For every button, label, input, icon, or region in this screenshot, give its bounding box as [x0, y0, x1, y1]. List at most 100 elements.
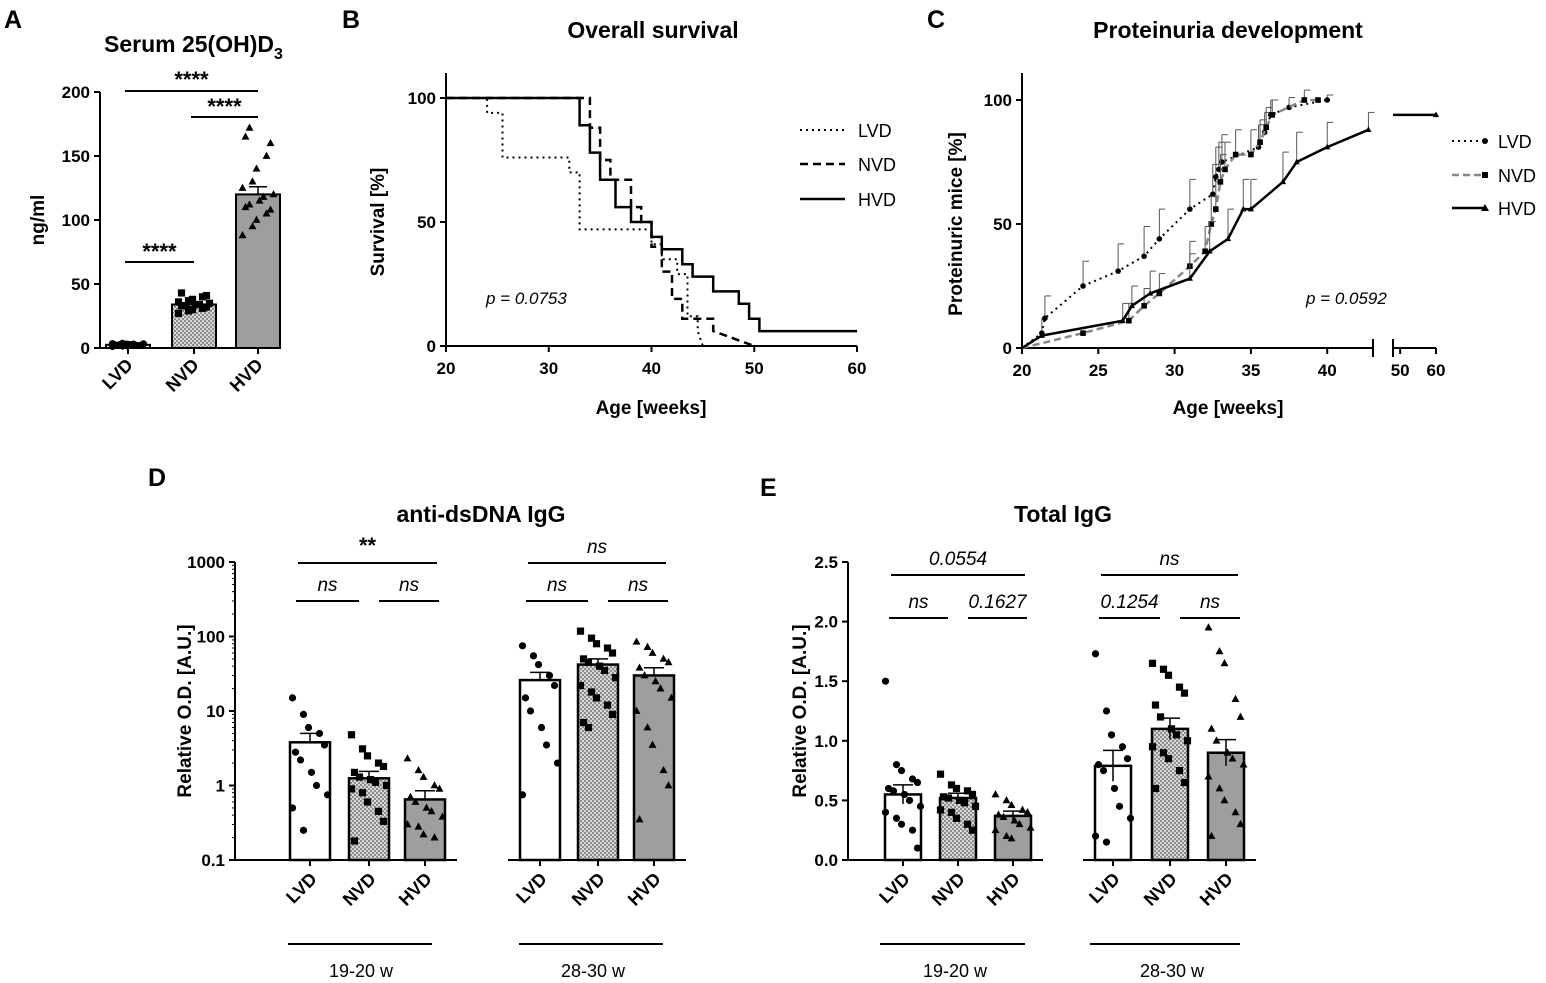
data-point	[174, 309, 183, 318]
data-point	[947, 808, 956, 816]
data-point	[1126, 814, 1135, 822]
data-point	[291, 748, 300, 756]
data-point	[1007, 834, 1016, 842]
data-point	[913, 778, 922, 787]
data-point	[1080, 283, 1086, 289]
data-point	[184, 307, 193, 315]
bar	[632, 674, 676, 862]
data-point	[952, 814, 961, 822]
data-point	[936, 770, 945, 778]
data-point	[1231, 808, 1240, 816]
data-point	[1263, 124, 1269, 131]
data-point	[1151, 701, 1160, 709]
panel-d-group-1: 19-20 w	[329, 961, 394, 981]
data-point	[595, 662, 604, 670]
data-point	[430, 781, 439, 789]
data-point	[406, 792, 415, 800]
data-point	[1002, 796, 1011, 804]
proteinuria-line-hvd	[1021, 128, 1369, 350]
y-tick-label: 0	[81, 339, 90, 358]
data-point	[1175, 683, 1184, 691]
data-point	[422, 803, 431, 811]
y-tick-label: 1	[216, 777, 225, 796]
panel-b-pvalue: p = 0.0753	[485, 289, 567, 308]
panel-label-d: D	[148, 464, 166, 492]
data-point	[382, 781, 391, 790]
data-point	[1202, 248, 1208, 255]
data-point	[177, 289, 186, 297]
y-tick-label: 2.5	[814, 553, 838, 572]
category-label: HVD	[395, 869, 436, 910]
category-label: NVD	[339, 869, 380, 910]
data-point	[269, 190, 278, 198]
data-point	[411, 797, 420, 805]
data-point	[379, 817, 388, 825]
data-point	[350, 837, 359, 845]
category-label: LVD	[512, 869, 551, 908]
data-point	[1007, 800, 1016, 809]
panel-b-title: Overall survival	[567, 17, 738, 43]
legend-label-hvd: HVD	[858, 190, 896, 210]
y-tick-label: 50	[417, 213, 436, 232]
significance-label: **	[359, 533, 377, 558]
data-point	[1236, 712, 1245, 720]
survival-line-lvd	[446, 97, 704, 347]
data-point	[550, 681, 559, 690]
data-point	[347, 731, 356, 739]
data-point	[963, 820, 972, 828]
panel-a-ylabel: ng/ml	[28, 195, 49, 246]
data-point	[350, 768, 359, 776]
data-point	[963, 787, 972, 795]
data-point	[1204, 623, 1213, 631]
data-point	[191, 300, 200, 309]
panel-label-b: B	[342, 6, 360, 34]
data-point	[889, 787, 898, 795]
significance-label: ns	[317, 575, 338, 596]
data-point	[1010, 816, 1019, 824]
data-point	[1159, 749, 1168, 757]
data-point	[1102, 838, 1111, 846]
panel-b-legend: LVD NVD HVD	[800, 121, 896, 210]
category-label: NVD	[568, 869, 609, 910]
data-point	[1128, 302, 1135, 309]
data-point	[245, 200, 254, 208]
data-point	[587, 688, 596, 696]
data-point	[518, 791, 527, 799]
data-point	[262, 151, 271, 159]
data-point	[1222, 166, 1228, 173]
data-point	[1365, 126, 1372, 132]
data-point	[1269, 112, 1276, 118]
data-point	[632, 706, 641, 714]
category-label: LVD	[875, 869, 914, 908]
data-point	[241, 132, 250, 140]
data-point	[542, 741, 551, 749]
data-point	[1228, 754, 1237, 762]
data-point	[1123, 755, 1132, 763]
data-point	[414, 765, 423, 774]
data-point	[1180, 778, 1189, 787]
category-label: LVD	[98, 355, 137, 394]
data-point	[1324, 97, 1331, 103]
legend-label-nvd: NVD	[858, 155, 896, 175]
data-point	[1102, 707, 1111, 715]
significance-label: ns	[547, 575, 568, 596]
data-point	[1156, 713, 1165, 721]
data-point	[1231, 694, 1240, 702]
data-point	[1180, 689, 1189, 697]
category-label: NVD	[1140, 869, 1181, 910]
data-point	[908, 775, 917, 783]
data-point	[1164, 671, 1173, 679]
x-tick-label: 30	[539, 359, 558, 378]
data-point	[632, 637, 641, 645]
panel-label-e: E	[760, 474, 777, 502]
data-point	[1279, 178, 1287, 185]
panel-b: B Overall survival Survival [%] Age [wee…	[342, 6, 896, 419]
data-point	[266, 138, 275, 147]
data-point	[202, 303, 211, 311]
data-point	[592, 640, 601, 648]
data-point	[971, 802, 980, 810]
data-point	[947, 781, 956, 789]
data-point	[667, 693, 676, 701]
